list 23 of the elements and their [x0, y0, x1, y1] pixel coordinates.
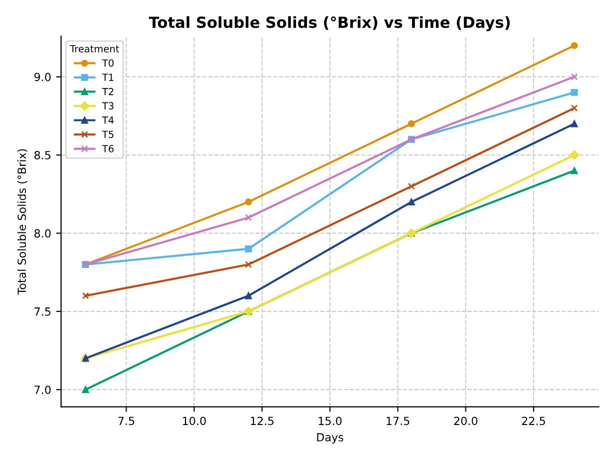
x-tick-label: 17.5 [386, 416, 410, 426]
y-tick-label: 8.5 [34, 150, 50, 160]
y-tick-label: 7.5 [34, 308, 50, 316]
x-tick-label: 12.5 [250, 416, 274, 426]
chart-title: Total Soluble Solids (°Brix) vs Time (Days) [148, 16, 510, 32]
y-tick-label: 8.0 [34, 229, 51, 238]
x-tick-label: 20.0 [454, 416, 478, 426]
x-tick-label: 10.0 [183, 416, 206, 426]
y-tick-label: 7.0 [34, 386, 51, 394]
x-tick-label: 7.5 [118, 416, 134, 426]
x-tick-label: 22.5 [522, 416, 546, 426]
legend-label: T4 [102, 116, 114, 124]
legend-label: T1 [102, 74, 114, 81]
legend-label: T3 [102, 102, 114, 110]
y-axis-title: Total Soluble Solids (°Brix) [17, 149, 28, 295]
y-tick-label: 9.0 [34, 72, 51, 82]
legend-label: T6 [102, 144, 114, 152]
legend-title: Treatment [70, 45, 120, 52]
legend-label: T2 [102, 88, 114, 96]
legend-label: T5 [102, 130, 114, 138]
x-tick-label: 15.0 [318, 416, 342, 426]
x-axis-title: Days [317, 433, 344, 444]
legend-label: T0 [102, 59, 114, 67]
